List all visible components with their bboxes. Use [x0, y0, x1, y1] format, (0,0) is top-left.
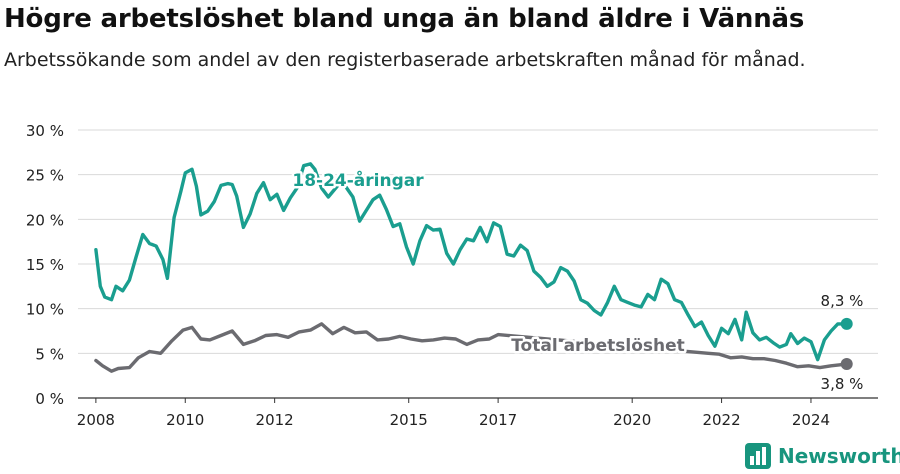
x-tick-label: 2015: [390, 411, 428, 429]
chart-title: Högre arbetslöshet bland unga än bland ä…: [4, 4, 805, 34]
newsworthy-logo-icon: [745, 443, 771, 469]
x-tick-label: 2010: [166, 411, 204, 429]
y-tick-label: 20 %: [26, 211, 64, 229]
y-tick-label: 0 %: [35, 390, 64, 408]
end-point-total: [840, 358, 853, 371]
series-line-youth: [94, 162, 849, 362]
x-tick-label: 2008: [77, 411, 115, 429]
x-axis-ticks: 2008 2010 2012 2015 2017 2020 2022 2024: [77, 398, 830, 429]
series-line-total: [94, 322, 849, 373]
end-value-label-youth: 8,3 %: [821, 292, 864, 310]
chart-subtitle: Arbetssökande som andel av den registerb…: [4, 49, 806, 71]
gridlines: [78, 129, 878, 354]
y-tick-label: 5 %: [35, 345, 64, 363]
series-label-youth: 18-24-åringar: [292, 169, 424, 191]
x-tick-label: 2017: [479, 411, 517, 429]
x-tick-label: 2020: [613, 411, 651, 429]
series-labels: 18-24-åringar Total arbetslöshet 8,3 % 3…: [290, 167, 864, 394]
series-label-total: Total arbetslöshet: [511, 336, 685, 356]
brand-name: Newsworthy: [778, 444, 900, 468]
y-tick-label: 30 %: [26, 122, 64, 140]
end-value-label-total: 3,8 %: [821, 375, 864, 393]
y-axis-ticks: 0 % 5 % 10 % 15 % 20 % 25 % 30 %: [26, 122, 64, 408]
series-lines: [94, 162, 853, 373]
x-tick-label: 2024: [792, 411, 830, 429]
x-tick-label: 2022: [702, 411, 740, 429]
newsworthy-brand[interactable]: Newsworthy: [744, 440, 900, 472]
end-point-youth: [840, 317, 853, 330]
y-tick-label: 25 %: [26, 167, 64, 185]
y-tick-label: 15 %: [26, 256, 64, 274]
x-tick-label: 2012: [256, 411, 294, 429]
y-tick-label: 10 %: [26, 301, 64, 319]
